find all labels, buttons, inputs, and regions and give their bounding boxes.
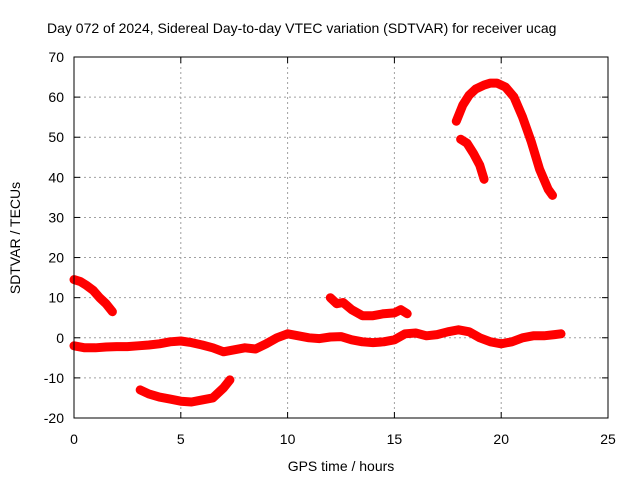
y-tick-label: 30: [48, 209, 64, 225]
x-tick-label: 25: [600, 431, 616, 447]
y-tick-label: 70: [48, 49, 64, 65]
series-baseline: [69, 325, 566, 357]
x-tick-label: 10: [280, 431, 296, 447]
y-tick-label: 50: [48, 129, 64, 145]
series-evening-drop: [456, 134, 489, 184]
y-tick-label: -10: [44, 370, 64, 386]
x-axis-label: GPS time / hours: [288, 458, 395, 474]
plot-frame: [73, 56, 609, 419]
y-tick-label: 0: [56, 330, 64, 346]
x-tick-label: 20: [493, 431, 509, 447]
series-group: [69, 78, 566, 407]
x-tick-label: 5: [177, 431, 185, 447]
y-tick-label: 40: [48, 169, 64, 185]
series-early-decay: [69, 275, 117, 317]
y-tick-label: 10: [48, 290, 64, 306]
y-tick-label: -20: [44, 410, 64, 426]
y-tick-label: 60: [48, 89, 64, 105]
series-afternoon-bump: [325, 293, 412, 321]
y-tick-label: 20: [48, 250, 64, 266]
chart-title: Day 072 of 2024, Sidereal Day-to-day VTE…: [47, 20, 556, 36]
x-tick-label: 0: [70, 431, 78, 447]
series-evening-arc: [451, 78, 557, 200]
grid: [74, 57, 608, 418]
axis-ticks: 0 5 10 15 20 25 -20 -10 0 10 20 30 40 50 60 70: [44, 49, 616, 447]
x-tick-label: 15: [387, 431, 403, 447]
y-axis-label: SDTVAR / TECUs: [7, 182, 23, 294]
series-midday-dip: [135, 375, 235, 407]
